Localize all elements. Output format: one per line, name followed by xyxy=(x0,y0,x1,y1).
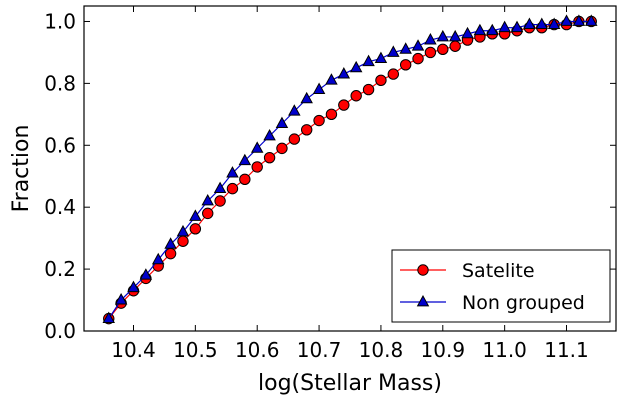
data-point-non-grouped xyxy=(127,280,140,293)
x-tick-label: 10.5 xyxy=(173,338,218,362)
data-point-non-grouped xyxy=(572,14,586,26)
data-point-satelite xyxy=(263,151,276,164)
x-tick-label: 10.9 xyxy=(421,338,466,362)
data-point-non-grouped xyxy=(461,26,474,39)
data-point-non-grouped xyxy=(102,311,115,324)
series-line-non-grouped xyxy=(108,20,592,319)
legend-box xyxy=(391,249,611,323)
x-axis-label: log(Stellar Mass) xyxy=(258,371,442,396)
y-tick-label: 1.0 xyxy=(44,9,76,33)
data-point-satelite xyxy=(375,74,387,86)
data-point-satelite xyxy=(313,114,325,127)
series-layer xyxy=(102,14,598,325)
y-tick-label: 0.2 xyxy=(44,257,76,281)
x-tick-label: 11.1 xyxy=(544,338,589,362)
data-point-non-grouped xyxy=(139,268,153,280)
data-point-satelite xyxy=(239,173,251,186)
x-tick-label: 10.7 xyxy=(297,338,342,362)
data-point-non-grouped xyxy=(213,181,227,194)
data-point-non-grouped xyxy=(164,237,177,249)
data-point-satelite xyxy=(202,207,214,220)
legend-marker-satelite xyxy=(417,264,429,276)
y-tick-label: 0.4 xyxy=(44,195,76,219)
data-point-non-grouped xyxy=(510,20,524,33)
data-point-non-grouped xyxy=(362,54,375,67)
data-point-non-grouped xyxy=(585,14,598,26)
data-point-non-grouped xyxy=(250,141,264,153)
data-point-satelite xyxy=(325,108,338,121)
data-point-satelite xyxy=(350,90,362,102)
data-point-satelite xyxy=(288,133,301,145)
data-point-satelite xyxy=(387,68,400,80)
data-point-non-grouped xyxy=(300,91,313,104)
legend-marker-non-grouped xyxy=(416,294,430,307)
data-point-non-grouped xyxy=(486,23,499,36)
data-point-non-grouped xyxy=(275,116,289,129)
data-point-satelite xyxy=(362,83,375,96)
legend-label-non-grouped: Non grouped xyxy=(462,292,585,314)
data-point-satelite xyxy=(189,223,202,235)
x-tick-label: 10.6 xyxy=(235,338,280,362)
plot-frame xyxy=(83,5,617,332)
data-point-non-grouped xyxy=(498,20,511,33)
data-point-non-grouped xyxy=(176,224,190,237)
data-point-non-grouped xyxy=(238,153,252,166)
ticks-layer: 10.4 10.5 10.6 10.7 10.8 10.9 11.0 11.1 0.0 0.2 0.… xyxy=(44,6,616,362)
data-point-non-grouped xyxy=(288,104,301,116)
y-tick-label: 0.0 xyxy=(44,319,76,343)
data-point-satelite xyxy=(424,46,437,59)
data-point-non-grouped xyxy=(560,14,573,26)
y-tick-label: 0.8 xyxy=(44,71,76,95)
data-point-non-grouped xyxy=(523,17,536,29)
data-point-satelite xyxy=(177,235,189,247)
data-point-satelite xyxy=(251,161,263,173)
data-point-satelite xyxy=(437,43,449,56)
data-point-non-grouped xyxy=(312,82,326,94)
data-point-non-grouped xyxy=(226,166,239,178)
series-line-satelite xyxy=(108,20,592,319)
data-point-non-grouped xyxy=(424,33,437,45)
data-point-non-grouped xyxy=(473,23,487,36)
data-point-non-grouped xyxy=(535,17,549,29)
data-point-non-grouped xyxy=(436,29,450,42)
legend: Satelite Non grouped xyxy=(391,249,611,323)
data-point-non-grouped xyxy=(399,42,412,54)
data-point-satelite xyxy=(338,99,350,111)
data-point-satelite xyxy=(214,195,226,207)
x-tick-label: 10.4 xyxy=(111,338,156,362)
data-point-non-grouped xyxy=(201,193,214,206)
data-point-non-grouped xyxy=(325,73,338,85)
data-point-non-grouped xyxy=(411,39,425,51)
data-point-non-grouped xyxy=(263,128,276,141)
data-point-non-grouped xyxy=(114,293,128,305)
data-point-non-grouped xyxy=(151,252,165,265)
data-point-satelite xyxy=(276,142,288,155)
data-point-non-grouped xyxy=(374,51,388,64)
y-tick-label: 0.6 xyxy=(44,133,76,157)
data-point-satelite xyxy=(226,182,239,195)
y-axis-label: Fraction xyxy=(9,125,34,213)
data-point-satelite xyxy=(399,59,412,71)
data-point-non-grouped xyxy=(387,45,400,57)
data-point-satelite xyxy=(412,52,424,65)
data-point-non-grouped xyxy=(189,209,202,221)
data-point-satelite xyxy=(449,40,461,52)
x-tick-label: 11.0 xyxy=(482,338,527,362)
data-point-non-grouped xyxy=(349,60,363,73)
data-point-non-grouped xyxy=(547,17,561,29)
legend-label-satelite: Satelite xyxy=(462,260,535,282)
series-non-grouped xyxy=(102,14,598,324)
data-point-satelite xyxy=(300,124,313,136)
x-tick-label: 10.8 xyxy=(359,338,404,362)
data-point-non-grouped xyxy=(448,29,462,42)
data-point-satelite xyxy=(164,247,177,260)
data-point-non-grouped xyxy=(337,67,351,79)
